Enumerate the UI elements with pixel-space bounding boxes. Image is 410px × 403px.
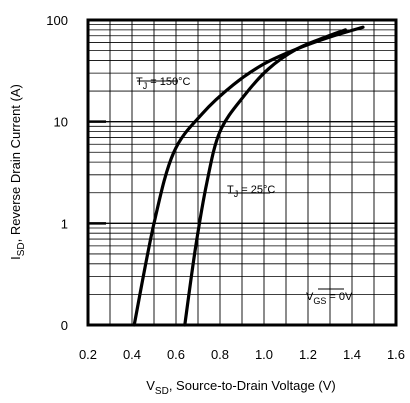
series-label-25: TJ = 25°C — [227, 184, 275, 199]
grid-layer — [88, 20, 396, 325]
series-line-0 — [132, 25, 365, 327]
plot-frame — [86, 18, 398, 327]
x-axis-title: VSD, Source-to-Drain Voltage (V) — [146, 378, 335, 397]
y-axis-title: ISD, Reverse Drain Current (A) — [8, 84, 27, 260]
series-label-150-text: TJ = 150°C — [136, 76, 191, 91]
x-tick-label: 1.2 — [299, 347, 317, 362]
x-tick-label: 1.6 — [387, 347, 405, 362]
y-tick-label: 1 — [61, 216, 68, 231]
x-tick-label: 0.8 — [211, 347, 229, 362]
x-tick-label: 1.4 — [343, 347, 361, 362]
series-line-1 — [183, 28, 347, 327]
tick-layer: 0.2 0.4 0.6 0.8 1.0 1.2 1.4 1.6 0 1 10 100 — [46, 13, 405, 362]
vgs-annotation-text: VGS = 0V — [306, 291, 353, 306]
x-tick-label: 0.2 — [79, 347, 97, 362]
series-layer — [132, 25, 365, 327]
y-tick-label: 100 — [46, 13, 68, 28]
x-tick-label: 0.4 — [123, 347, 141, 362]
y-tick-label: 10 — [54, 115, 68, 130]
x-tick-label: 1.0 — [255, 347, 273, 362]
y-tick-label: 0 — [61, 318, 68, 333]
series-label-25-text: TJ = 25°C — [227, 184, 275, 199]
series-label-150: TJ = 150°C — [136, 76, 191, 91]
x-tick-label: 0.6 — [167, 347, 185, 362]
vgs-annotation: VGS = 0V — [306, 288, 353, 306]
